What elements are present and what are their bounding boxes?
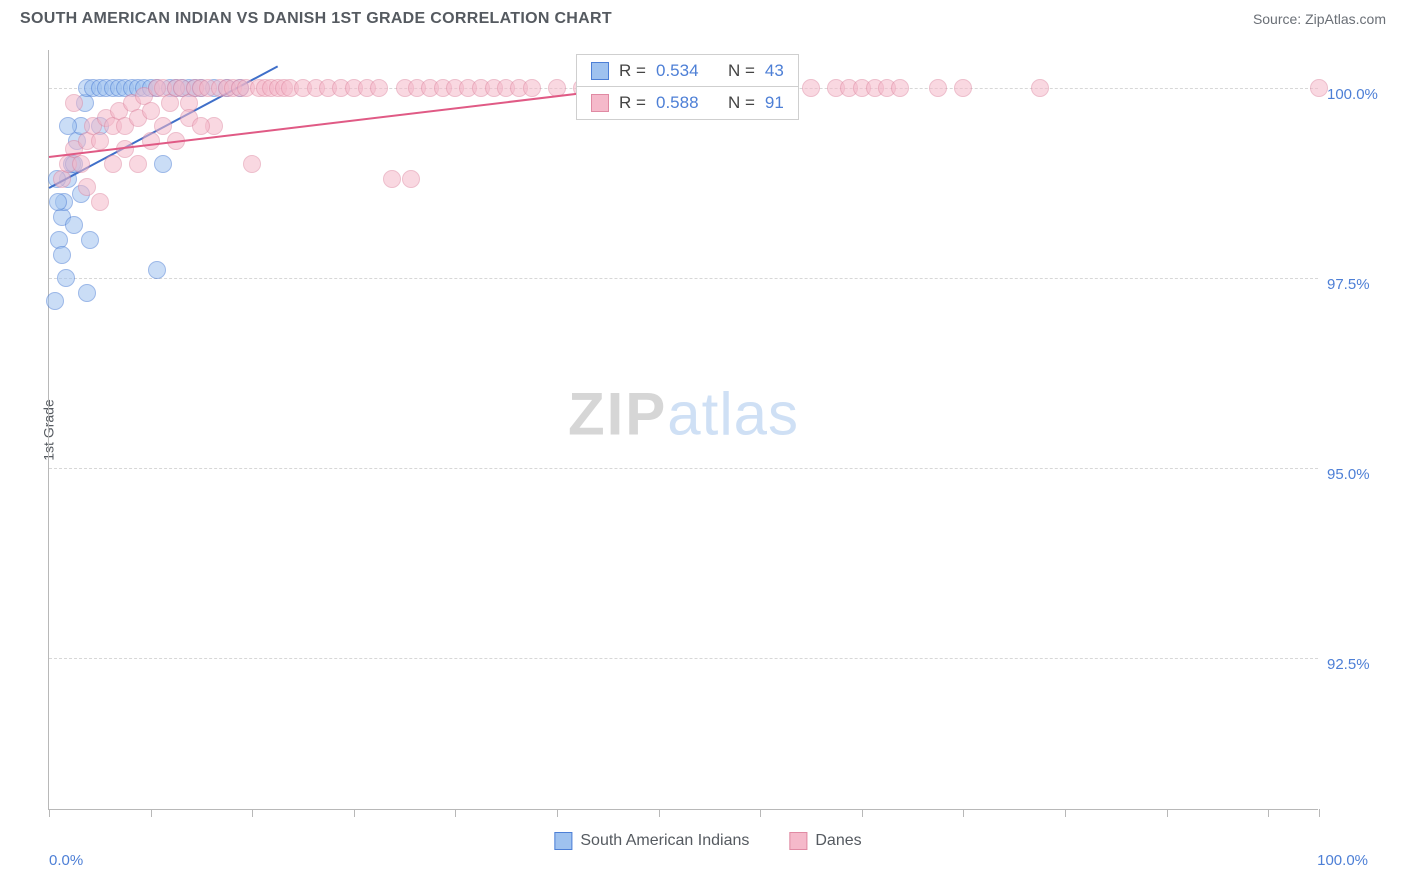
scatter-point — [49, 193, 67, 211]
r-value: 0.534 — [656, 61, 699, 81]
x-tick — [455, 809, 456, 817]
x-tick — [862, 809, 863, 817]
scatter-point — [192, 117, 210, 135]
watermark-atlas: atlas — [667, 381, 799, 448]
n-label: N = — [728, 61, 755, 81]
scatter-point — [91, 132, 109, 150]
scatter-point — [142, 102, 160, 120]
r-value: 0.588 — [656, 93, 699, 113]
scatter-point — [802, 79, 820, 97]
gridline — [49, 468, 1318, 469]
scatter-point — [154, 117, 172, 135]
scatter-point — [1031, 79, 1049, 97]
legend-label: South American Indians — [580, 832, 749, 850]
scatter-point — [59, 117, 77, 135]
y-tick-label: 100.0% — [1327, 86, 1378, 103]
x-tick — [963, 809, 964, 817]
scatter-point — [78, 284, 96, 302]
scatter-point — [104, 155, 122, 173]
n-value: 43 — [765, 61, 784, 81]
scatter-point — [142, 132, 160, 150]
r-label: R = — [619, 61, 646, 81]
scatter-point — [370, 79, 388, 97]
y-tick-label: 95.0% — [1327, 466, 1370, 483]
legend-item: South American Indians — [554, 832, 749, 850]
source-label: Source: ZipAtlas.com — [1253, 11, 1386, 27]
x-tick — [1065, 809, 1066, 817]
scatter-point — [65, 94, 83, 112]
scatter-point — [243, 155, 261, 173]
chart-title: SOUTH AMERICAN INDIAN VS DANISH 1ST GRAD… — [20, 10, 612, 28]
r-label: R = — [619, 93, 646, 113]
scatter-point — [523, 79, 541, 97]
scatter-point — [65, 216, 83, 234]
legend-color-icon — [591, 94, 609, 112]
x-tick — [354, 809, 355, 817]
scatter-point — [129, 155, 147, 173]
x-min-label: 0.0% — [49, 852, 83, 869]
watermark-zip: ZIP — [568, 381, 667, 448]
scatter-point — [72, 155, 90, 173]
scatter-point — [1310, 79, 1328, 97]
bottom-legend: South American Indians Danes — [554, 832, 861, 850]
scatter-point — [402, 170, 420, 188]
correlation-legend-row: R = 0.588 N = 91 — [576, 86, 799, 120]
scatter-point — [81, 231, 99, 249]
legend-color-icon — [789, 832, 807, 850]
scatter-point — [954, 79, 972, 97]
scatter-point — [383, 170, 401, 188]
y-tick-label: 92.5% — [1327, 656, 1370, 673]
scatter-point — [91, 193, 109, 211]
x-tick — [1167, 809, 1168, 817]
y-tick-label: 97.5% — [1327, 276, 1370, 293]
x-tick — [1268, 809, 1269, 817]
legend-label: Danes — [815, 832, 861, 850]
chart-container: 1st Grade ZIPatlas 92.5%95.0%97.5%100.0%… — [48, 50, 1368, 810]
scatter-point — [53, 246, 71, 264]
x-tick — [659, 809, 660, 817]
scatter-point — [57, 269, 75, 287]
plot-area: ZIPatlas 92.5%95.0%97.5%100.0%0.0%100.0%… — [48, 50, 1318, 810]
gridline — [49, 278, 1318, 279]
x-max-label: 100.0% — [1317, 852, 1368, 869]
x-tick — [252, 809, 253, 817]
x-tick — [151, 809, 152, 817]
scatter-point — [78, 178, 96, 196]
correlation-legend-row: R = 0.534 N = 43 — [576, 54, 799, 88]
scatter-point — [891, 79, 909, 97]
x-tick — [1319, 809, 1320, 817]
watermark: ZIPatlas — [568, 380, 799, 449]
legend-color-icon — [554, 832, 572, 850]
chart-header: SOUTH AMERICAN INDIAN VS DANISH 1ST GRAD… — [0, 0, 1406, 36]
legend-item: Danes — [789, 832, 861, 850]
n-value: 91 — [765, 93, 784, 113]
gridline — [49, 658, 1318, 659]
legend-color-icon — [591, 62, 609, 80]
scatter-point — [46, 292, 64, 310]
scatter-point — [154, 155, 172, 173]
n-label: N = — [728, 93, 755, 113]
scatter-point — [148, 261, 166, 279]
x-tick — [557, 809, 558, 817]
x-tick — [49, 809, 50, 817]
x-tick — [760, 809, 761, 817]
scatter-point — [929, 79, 947, 97]
